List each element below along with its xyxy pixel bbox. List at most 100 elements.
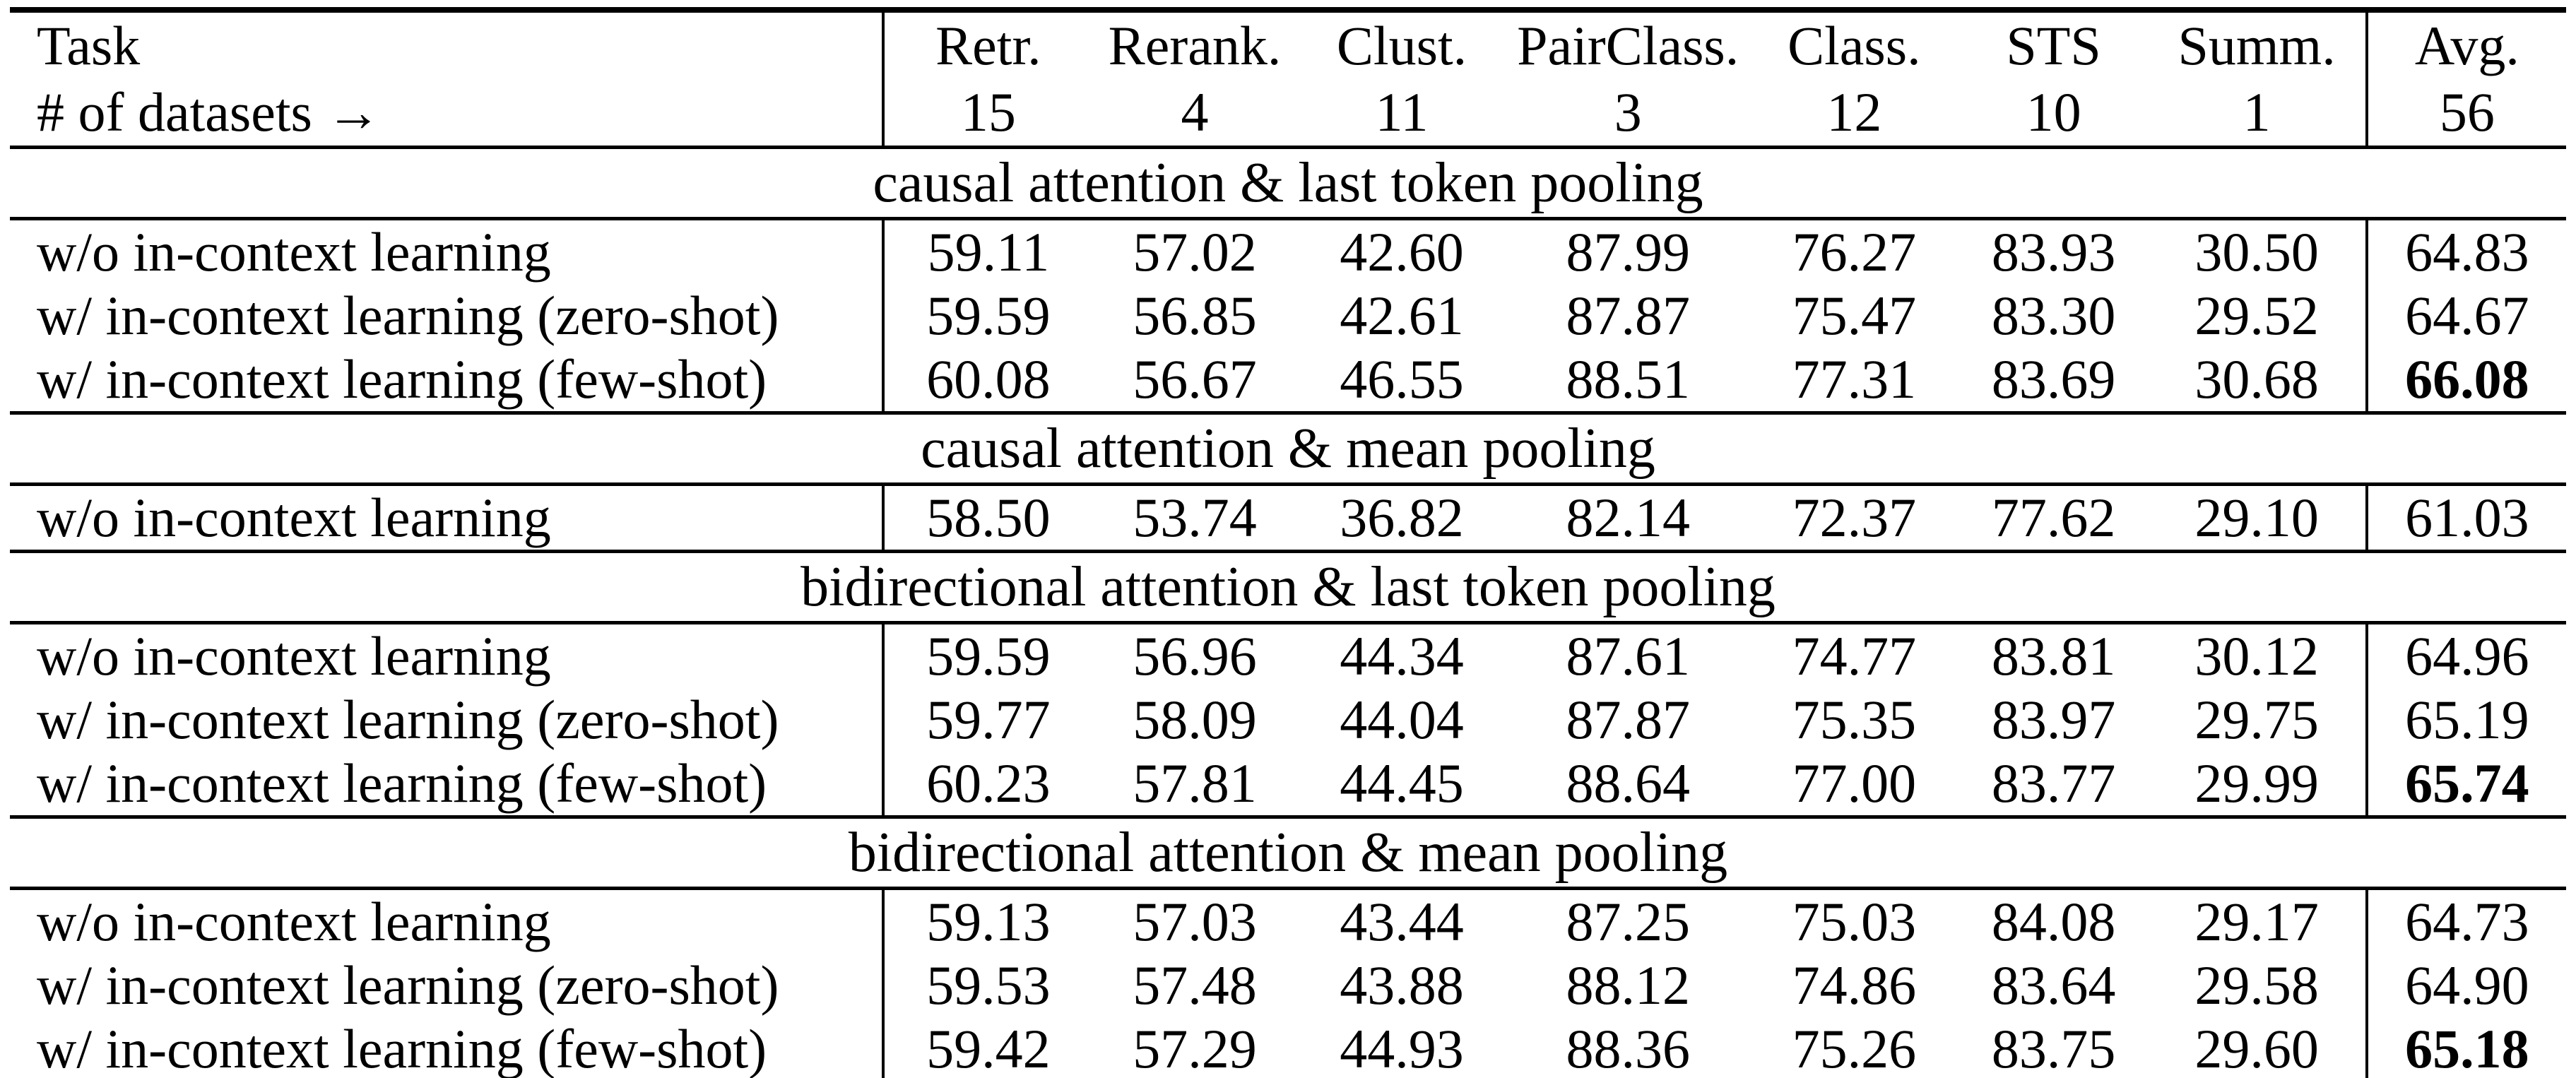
avg-cell: 64.83 <box>2405 221 2529 283</box>
score-cell: 83.81 <box>1991 625 2116 687</box>
score-cell: 29.60 <box>2148 1017 2368 1078</box>
column-header-sts: STS <box>2006 15 2101 76</box>
section-title-row: bidirectional attention & mean pooling <box>10 815 2566 890</box>
table-header: Task Retr. Rerank. Clust. PairClass. Cla… <box>10 10 2566 149</box>
row-label: w/o in-context learning <box>10 484 885 552</box>
score-cell: 57.03 <box>1133 891 1257 952</box>
score-cell: 29.99 <box>2148 752 2368 817</box>
score-cell: 44.93 <box>1340 1018 1464 1078</box>
score-cell: 57.48 <box>1133 954 1257 1016</box>
score-cell: 53.74 <box>1133 487 1257 548</box>
row-label: w/o in-context learning <box>10 218 885 284</box>
row-label: w/ in-context learning (few-shot) <box>10 752 885 817</box>
score-cell: 87.61 <box>1566 625 1690 687</box>
score-cell: 43.44 <box>1340 891 1464 952</box>
section-title: causal attention & mean pooling <box>10 411 2566 486</box>
section-title: bidirectional attention & mean pooling <box>10 815 2566 890</box>
score-cell: 57.29 <box>1133 1018 1257 1078</box>
score-cell: 30.50 <box>2148 218 2368 284</box>
section-title-row: bidirectional attention & last token poo… <box>10 550 2566 624</box>
score-cell: 58.50 <box>926 487 1051 548</box>
score-cell: 44.45 <box>1340 752 1464 814</box>
score-cell: 30.68 <box>2148 348 2368 413</box>
data-row: w/ in-context learning (few-shot) 59.42 57… <box>10 1017 2566 1078</box>
data-row: w/ in-context learning (zero-shot) 59.77 5… <box>10 688 2566 752</box>
score-cell: 56.96 <box>1133 625 1257 687</box>
score-cell: 59.42 <box>926 1018 1051 1078</box>
data-row: w/o in-context learning 59.11 57.02 42.60 87… <box>10 218 2566 284</box>
row-label: w/ in-context learning (zero-shot) <box>10 284 885 348</box>
score-cell: 75.35 <box>1792 689 1917 750</box>
score-cell: 83.64 <box>1991 954 2116 1016</box>
score-cell: 87.99 <box>1566 221 1690 283</box>
score-cell: 29.17 <box>2148 888 2368 954</box>
data-row: w/ in-context learning (zero-shot) 59.59 5… <box>10 284 2566 348</box>
row-label: w/ in-context learning (few-shot) <box>10 1017 885 1078</box>
column-header-clust: Clust. <box>1336 15 1467 76</box>
dataset-count-retr: 15 <box>882 79 1093 149</box>
section: causal attention & last token pooling w/o… <box>10 146 2566 413</box>
score-cell: 59.11 <box>927 221 1050 283</box>
results-table: Task Retr. Rerank. Clust. PairClass. Cla… <box>10 7 2566 1078</box>
column-header-row: Task Retr. Rerank. Clust. PairClass. Cla… <box>10 10 2566 79</box>
section-title-row: causal attention & last token pooling <box>10 146 2566 220</box>
avg-cell: 64.90 <box>2405 954 2529 1016</box>
score-cell: 42.61 <box>1340 285 1464 346</box>
avg-cell: 66.08 <box>2405 348 2529 410</box>
data-row: w/o in-context learning 58.50 53.74 36.82 82… <box>10 484 2566 552</box>
score-cell: 36.82 <box>1340 487 1464 548</box>
score-cell: 60.23 <box>926 752 1051 814</box>
dataset-count-clust: 11 <box>1296 79 1507 149</box>
score-cell: 76.27 <box>1792 221 1917 283</box>
score-cell: 29.75 <box>2148 688 2368 752</box>
score-cell: 74.77 <box>1792 625 1917 687</box>
score-cell: 43.88 <box>1340 954 1464 1016</box>
avg-cell: 65.74 <box>2405 752 2529 814</box>
row-label: w/ in-context learning (zero-shot) <box>10 688 885 752</box>
score-cell: 56.67 <box>1133 348 1257 410</box>
score-cell: 88.12 <box>1566 954 1690 1016</box>
score-cell: 58.09 <box>1133 689 1257 750</box>
data-row: w/ in-context learning (few-shot) 60.23 57… <box>10 752 2566 817</box>
score-cell: 77.62 <box>1991 487 2116 548</box>
score-cell: 29.58 <box>2148 954 2368 1017</box>
score-cell: 30.12 <box>2148 622 2368 688</box>
score-cell: 59.13 <box>926 891 1051 952</box>
score-cell: 72.37 <box>1792 487 1917 548</box>
section-title: bidirectional attention & last token poo… <box>10 550 2566 624</box>
score-cell: 75.03 <box>1792 891 1917 952</box>
dataset-count-avg: 56 <box>2366 79 2566 149</box>
column-header-pairclass: PairClass. <box>1517 15 1739 76</box>
dataset-count-sts: 10 <box>1958 79 2149 149</box>
dataset-count-class: 12 <box>1749 79 1959 149</box>
score-cell: 83.77 <box>1991 752 2116 814</box>
score-cell: 87.87 <box>1566 285 1690 346</box>
score-cell: 46.55 <box>1340 348 1464 410</box>
score-cell: 59.59 <box>926 285 1051 346</box>
column-header-retr: Retr. <box>935 15 1041 76</box>
dataset-count-pairclass: 3 <box>1506 79 1750 149</box>
score-cell: 84.08 <box>1991 891 2116 952</box>
score-cell: 77.00 <box>1792 752 1917 814</box>
column-header-avg: Avg. <box>2414 15 2519 76</box>
score-cell: 87.87 <box>1566 689 1690 750</box>
column-header-class: Class. <box>1788 15 1921 76</box>
score-cell: 42.60 <box>1340 221 1464 283</box>
avg-cell: 64.96 <box>2405 625 2529 687</box>
avg-cell: 64.67 <box>2405 285 2529 346</box>
data-row: w/ in-context learning (zero-shot) 59.53 5… <box>10 954 2566 1017</box>
row-label: w/ in-context learning (few-shot) <box>10 348 885 413</box>
row-label: w/ in-context learning (zero-shot) <box>10 954 885 1017</box>
score-cell: 60.08 <box>926 348 1051 410</box>
column-header-summ: Summ. <box>2148 10 2368 79</box>
section: bidirectional attention & mean pooling w/… <box>10 815 2566 1078</box>
score-cell: 44.34 <box>1340 625 1464 687</box>
score-cell: 56.85 <box>1133 285 1257 346</box>
row-label: w/o in-context learning <box>10 622 885 688</box>
score-cell: 83.69 <box>1991 348 2116 410</box>
data-row: w/ in-context learning (few-shot) 60.08 56… <box>10 348 2566 413</box>
score-cell: 77.31 <box>1792 348 1917 410</box>
score-cell: 59.53 <box>926 954 1051 1016</box>
score-cell: 57.81 <box>1133 752 1257 814</box>
